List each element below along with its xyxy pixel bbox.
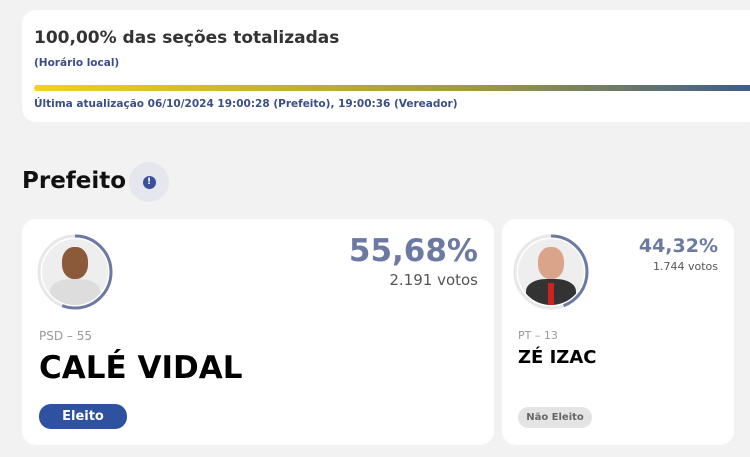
party-number: PSD – 55 (39, 329, 92, 343)
section-title: Prefeito (22, 168, 127, 194)
candidate-card-winner[interactable]: 55,68% 2.191 votos PSD – 55 CALÉ VIDAL E… (22, 219, 494, 445)
status-badge: Eleito (39, 404, 127, 429)
totalization-title: 100,00% das seções totalizadas (34, 28, 340, 48)
totalization-card: 100,00% das seções totalizadas (Horário … (22, 10, 750, 122)
party-number: PT – 13 (518, 329, 558, 342)
vote-count: 2.191 votos (389, 271, 478, 289)
candidate-photo (518, 239, 584, 305)
last-update: Última atualização 06/10/2024 19:00:28 (… (34, 98, 458, 110)
vote-percentage: 55,68% (348, 233, 478, 269)
candidate-card[interactable]: 44,32% 1.744 votos PT – 13 ZÉ IZAC Não E… (502, 219, 734, 445)
local-time-note: (Horário local) (34, 57, 120, 69)
vote-share-ring (513, 234, 589, 310)
vote-count: 1.744 votos (652, 260, 718, 273)
candidate-name: CALÉ VIDAL (39, 350, 243, 386)
info-button[interactable]: ! (129, 162, 169, 202)
candidate-name: ZÉ IZAC (518, 347, 597, 368)
candidate-photo (42, 239, 108, 305)
status-badge: Não Eleito (518, 407, 592, 428)
progress-bar (34, 85, 750, 91)
vote-share-ring (37, 234, 113, 310)
vote-percentage: 44,32% (638, 235, 718, 257)
info-icon: ! (142, 175, 156, 189)
